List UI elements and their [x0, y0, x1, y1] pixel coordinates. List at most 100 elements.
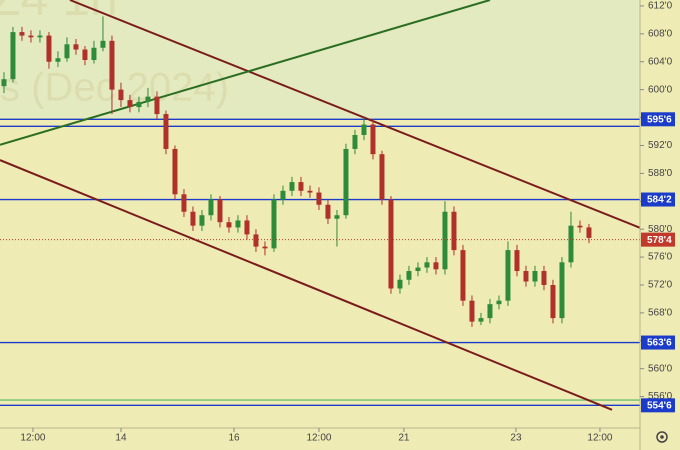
candle-body [577, 225, 583, 228]
level-tag [641, 398, 675, 413]
candle-body [298, 182, 304, 191]
candle-body [334, 215, 340, 219]
candle-body [550, 284, 556, 319]
candle-body [244, 220, 250, 235]
candle-body [37, 35, 43, 38]
level-label: 584'2 [647, 195, 672, 206]
current-price-label: 578'4 [647, 235, 672, 246]
candle-body [307, 190, 313, 193]
candle-body [271, 199, 277, 249]
candle-body [478, 318, 484, 322]
candle-body [55, 58, 61, 62]
candle-body [1, 79, 7, 87]
candle-body [451, 211, 457, 251]
x-tick-label: 12:00 [306, 433, 331, 444]
candle-body [217, 199, 223, 223]
candle-body [361, 124, 367, 135]
candle-body [523, 271, 529, 282]
candle-body [172, 148, 178, 195]
candle-body [118, 89, 124, 101]
y-tick-label: 576'0 [648, 252, 673, 263]
candle-body [208, 199, 214, 216]
y-tick-label: 604'0 [648, 56, 673, 67]
candle-body [379, 154, 385, 200]
x-tick-label: 16 [228, 433, 240, 444]
level-tag [641, 192, 675, 207]
candle-body [262, 246, 268, 249]
y-tick-label: 560'0 [648, 363, 673, 374]
y-tick-label: 608'0 [648, 28, 673, 39]
candle-body [154, 96, 160, 115]
candle-body [460, 250, 466, 301]
candle-body [424, 262, 430, 268]
candle-body [235, 220, 241, 228]
candle-body [514, 250, 520, 272]
candle-body [190, 211, 196, 226]
level-label: 563'6 [647, 338, 672, 349]
candle-body [253, 234, 259, 247]
candle-body [559, 262, 565, 319]
x-tick-label: 12:00 [587, 433, 612, 444]
candle-body [181, 194, 187, 212]
candle-body [325, 204, 331, 219]
settings-icon[interactable] [656, 431, 668, 443]
level-tag [641, 112, 675, 127]
y-tick-label: 588'0 [648, 168, 673, 179]
level-label: 554'6 [647, 400, 672, 411]
candle-body [46, 35, 52, 62]
candle-body [568, 225, 574, 263]
candle-body [505, 250, 511, 301]
trend-line [0, 0, 491, 146]
y-tick-label: 600'0 [648, 84, 673, 95]
candle-body [100, 40, 106, 48]
candle-body [397, 279, 403, 289]
candle-body [127, 100, 133, 108]
candle-body [487, 304, 493, 319]
candle-body [289, 182, 295, 191]
x-tick-label: 23 [510, 433, 522, 444]
candle-body [64, 44, 70, 59]
level-tag [641, 335, 675, 350]
candle-body [496, 300, 502, 305]
candle-body [91, 47, 97, 60]
trend-line [69, 0, 641, 229]
candle-body [388, 199, 394, 289]
candle-body [352, 134, 358, 149]
y-tick-label: 612'0 [648, 1, 673, 12]
level-label: 595'6 [647, 114, 672, 125]
candle-body [316, 192, 322, 205]
candle-body [10, 32, 16, 80]
candle-body [280, 190, 286, 200]
y-tick-label: 592'0 [648, 140, 673, 151]
candle-body [73, 44, 79, 50]
plot [0, 0, 641, 411]
candle-body [28, 35, 34, 38]
candle-body [586, 227, 592, 238]
candle-body [82, 49, 88, 60]
candle-body [406, 271, 412, 280]
candle-body [136, 101, 142, 108]
candle-body [109, 40, 115, 90]
candle-body [370, 124, 376, 155]
y-tick-label: 568'0 [648, 308, 673, 319]
candle-body [415, 267, 421, 272]
trend-line [0, 159, 613, 411]
y-tick-label: 580'0 [648, 224, 673, 235]
candle-body [532, 271, 538, 282]
candle-body [541, 271, 547, 285]
candle-body [469, 300, 475, 322]
candle-body [433, 262, 439, 270]
x-tick-label: 12:00 [20, 433, 45, 444]
x-tick-label: 21 [398, 433, 410, 444]
candle-body [19, 32, 25, 36]
y-tick-label: 572'0 [648, 280, 673, 291]
candle-body [199, 215, 205, 226]
current-price-tag [641, 232, 675, 247]
candle-body [145, 96, 151, 102]
y-tick-label: 556'0 [648, 391, 673, 402]
x-tick-label: 14 [115, 433, 127, 444]
candle-body [226, 222, 232, 228]
candle-body [343, 148, 349, 216]
watermark: Z4 1h [0, 0, 118, 26]
